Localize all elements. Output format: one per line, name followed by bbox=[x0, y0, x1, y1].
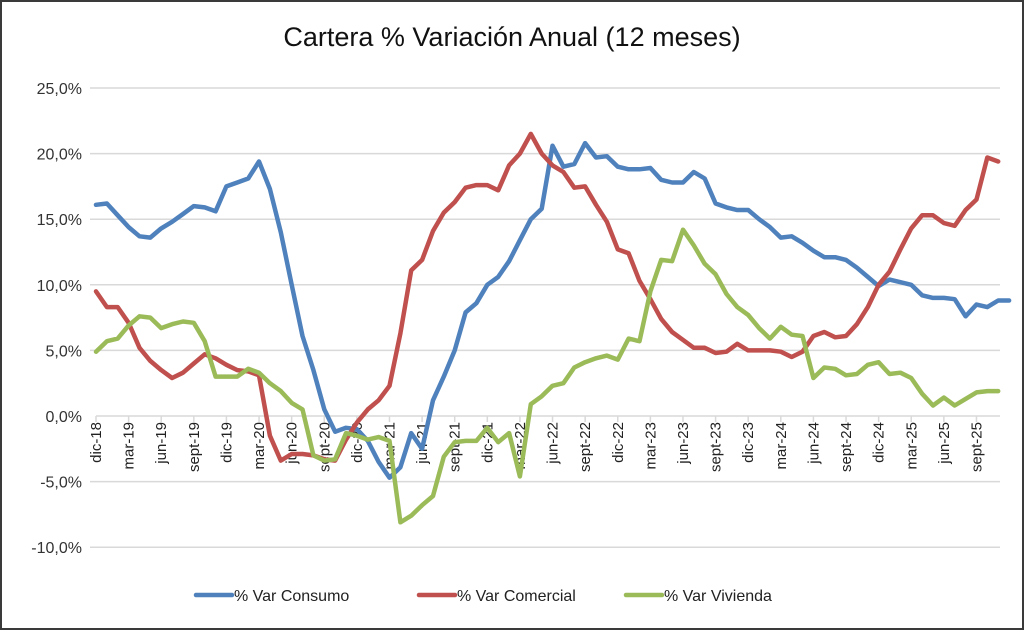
x-tick-label: sept-22 bbox=[577, 422, 594, 472]
x-tick-label: dic-23 bbox=[740, 422, 757, 463]
x-tick-label: mar-24 bbox=[773, 422, 790, 470]
x-tick-label: sept-21 bbox=[447, 422, 464, 472]
x-tick-label: sept-23 bbox=[708, 422, 725, 472]
x-axis bbox=[95, 415, 1000, 422]
x-tick-label: jun-25 bbox=[936, 422, 953, 465]
y-tick-label: 15,0% bbox=[37, 212, 82, 229]
legend-item: % Var Comercial bbox=[416, 588, 576, 605]
y-tick-label: 10,0% bbox=[37, 278, 82, 295]
series-line-3 bbox=[93, 227, 1001, 525]
x-tick-label: sept-19 bbox=[186, 422, 203, 472]
series-line-1 bbox=[93, 140, 1012, 480]
legend-label: % Var Comercial bbox=[457, 588, 576, 605]
x-tick-label: jun-24 bbox=[805, 422, 822, 465]
y-axis-ticks: 25,0% 20,0% 15,0% 10,0% 5,0% 0,0% -5,0% -10,0% bbox=[31, 81, 82, 557]
y-tick-label: 5,0% bbox=[46, 343, 82, 360]
y-tick-label: -5,0% bbox=[40, 475, 82, 492]
x-tick-label: dic-24 bbox=[871, 422, 888, 463]
chart-title: Cartera % Variación Anual (12 meses) bbox=[283, 22, 741, 52]
series-lines bbox=[93, 131, 1012, 525]
y-tick-label: 25,0% bbox=[37, 81, 82, 98]
x-tick-label: jun-19 bbox=[153, 422, 170, 465]
x-tick-label: dic-18 bbox=[88, 422, 105, 463]
x-tick-label: jun-22 bbox=[545, 422, 562, 465]
x-tick-label: mar-19 bbox=[121, 422, 138, 470]
x-axis-tick-labels: dic-18 mar-19 jun-19 sept-19 dic-19 mar-20 jun… bbox=[88, 422, 985, 472]
legend-item: % Var Consumo bbox=[193, 588, 349, 605]
legend-label: % Var Consumo bbox=[234, 588, 349, 605]
y-tick-label: 0,0% bbox=[46, 409, 82, 426]
x-tick-label: mar-23 bbox=[642, 422, 659, 470]
y-tick-label: 20,0% bbox=[37, 147, 82, 164]
legend-label: % Var Vivienda bbox=[664, 588, 772, 605]
gridlines bbox=[90, 87, 1000, 548]
x-tick-label: jun-23 bbox=[675, 422, 692, 465]
y-tick-label: -10,0% bbox=[31, 540, 82, 557]
x-tick-label: sept-25 bbox=[968, 422, 985, 472]
x-tick-label: mar-25 bbox=[903, 422, 920, 470]
legend: % Var Consumo % Var Comercial % Var Vivien… bbox=[193, 588, 772, 605]
x-tick-label: dic-19 bbox=[218, 422, 235, 463]
x-tick-label: mar-20 bbox=[251, 422, 268, 470]
x-tick-label: dic-22 bbox=[610, 422, 627, 463]
x-tick-label: sept-20 bbox=[316, 422, 333, 472]
legend-item: % Var Vivienda bbox=[623, 588, 772, 605]
x-tick-label: sept-24 bbox=[838, 422, 855, 472]
